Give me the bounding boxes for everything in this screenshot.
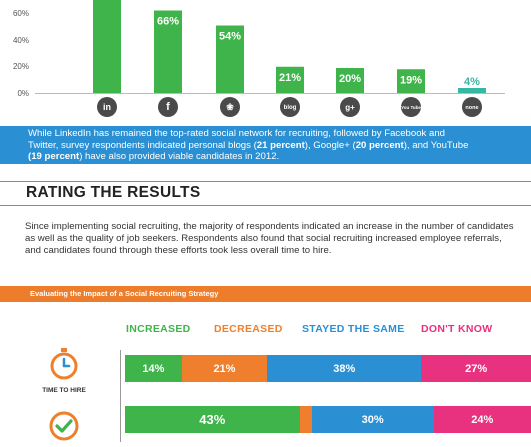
legend-decreased: DECREASED bbox=[214, 323, 283, 335]
social-network-bar-chart: 60% 40% 20% 0% in 66% f 54% ❀ 21% blog 20% g+ 19% You … bbox=[13, 0, 505, 117]
stack-row-second: 43% 30% 24% bbox=[125, 406, 531, 433]
none-icon: none bbox=[465, 105, 478, 111]
facebook-icon-circle bbox=[158, 97, 178, 117]
bar-value-label: 20% bbox=[339, 73, 361, 85]
summary-line-2c: ), and YouTube bbox=[403, 139, 469, 151]
rating-body-text: Since implementing social recruiting, th… bbox=[25, 221, 514, 256]
summary-bold-youtube: (19 percent bbox=[28, 151, 80, 162]
legend-stayed-same: STAYED THE SAME bbox=[302, 323, 405, 335]
bar-google-plus-icon bbox=[336, 68, 364, 93]
youtube-icon: You Tube bbox=[401, 105, 421, 110]
youtube-icon-circle bbox=[401, 97, 421, 117]
bar-facebook-icon bbox=[154, 10, 182, 93]
twitter-icon: ❀ bbox=[226, 102, 234, 112]
checkmark-badge-icon bbox=[49, 411, 79, 441]
rating-title: RATING THE RESULTS bbox=[26, 184, 201, 201]
summary-line-2: Twitter, survey respondents indicated pe… bbox=[28, 139, 257, 151]
stack-segment-don-t-know: 27% bbox=[421, 355, 531, 382]
bar-none bbox=[458, 88, 486, 93]
ytick-label: 60% bbox=[13, 9, 29, 18]
stopwatch-icon bbox=[50, 348, 78, 380]
ytick-label: 40% bbox=[13, 36, 29, 45]
blog-icon-circle bbox=[280, 97, 300, 117]
bar-youtube-icon bbox=[397, 69, 425, 93]
bar-blog bbox=[276, 66, 304, 93]
twitter-icon-circle bbox=[220, 97, 240, 117]
bar-value-label: 21% bbox=[279, 72, 301, 84]
blog-icon: blog bbox=[284, 105, 297, 111]
time-to-hire-icon-block: TIME TO HIRE bbox=[41, 347, 87, 394]
legend-increased: INCREASED bbox=[126, 323, 191, 335]
legend-dont-know: DON'T KNOW bbox=[421, 323, 493, 335]
linkedin-icon-circle bbox=[97, 97, 117, 117]
stack-segment-increased: 43% bbox=[125, 406, 300, 433]
summary-line-3: ) have also provided viable candidates i… bbox=[79, 151, 280, 162]
google-plus-icon: g+ bbox=[345, 103, 355, 112]
time-to-hire-label: TIME TO HIRE bbox=[42, 387, 86, 394]
summary-bold-blogs: 21 percent bbox=[256, 139, 305, 151]
bar-value-label: 54% bbox=[219, 31, 241, 43]
summary-line-2b: ), Google+ ( bbox=[304, 139, 356, 151]
bar-twitter-icon bbox=[216, 25, 244, 93]
stack-segment-increased: 14% bbox=[125, 355, 182, 382]
summary-bold-google: 20 percent bbox=[355, 139, 404, 151]
impact-header: Evaluating the Impact of a Social Recrui… bbox=[0, 286, 531, 302]
stack-segment-stayed-the-same: 38% bbox=[267, 355, 422, 382]
facebook-icon: f bbox=[166, 101, 170, 113]
bar-value-label: 4% bbox=[464, 76, 480, 88]
stack-segment-don-t-know: 24% bbox=[433, 406, 531, 433]
stack-segment-stayed-the-same: 30% bbox=[311, 406, 434, 433]
none-icon-circle bbox=[462, 97, 482, 117]
stack-row-time-to-hire: 14% 21% 38% 27% bbox=[125, 355, 531, 382]
quality-icon-block bbox=[41, 410, 87, 447]
google-plus-icon-circle bbox=[340, 97, 360, 117]
bar-linkedin-icon bbox=[93, 0, 121, 93]
linkedin-icon: in bbox=[103, 102, 111, 112]
bar-value-label: 19% bbox=[400, 74, 422, 86]
stack-segment-decreased: 21% bbox=[181, 355, 268, 382]
stack-segment-decreased bbox=[299, 406, 312, 433]
linkedin-summary-box: While LinkedIn has remained the top-rate… bbox=[0, 126, 531, 164]
ytick-label: 0% bbox=[17, 89, 29, 98]
ytick-label: 20% bbox=[13, 62, 29, 71]
rating-header: RATING THE RESULTS bbox=[0, 181, 531, 206]
summary-line-1: While LinkedIn has remained the top-rate… bbox=[28, 128, 446, 139]
stack-axis-line bbox=[120, 350, 121, 442]
bar-value-label: 66% bbox=[157, 16, 179, 28]
